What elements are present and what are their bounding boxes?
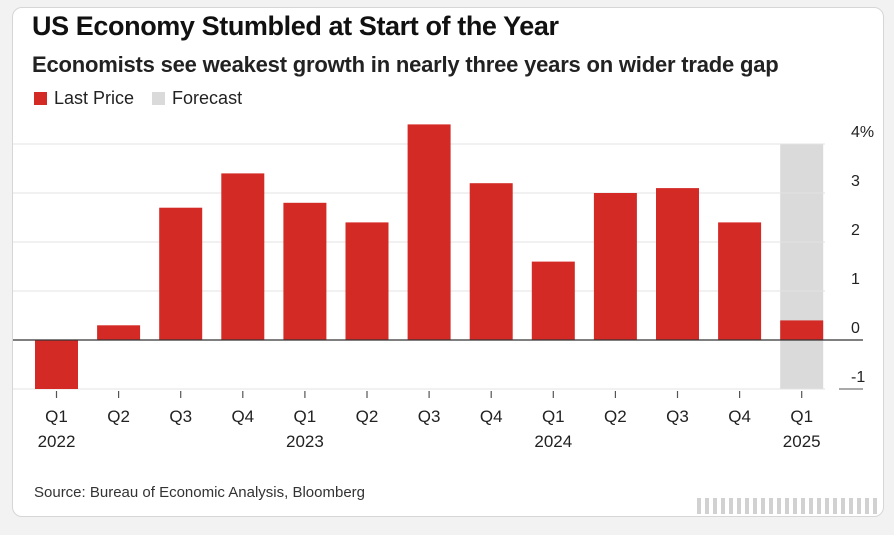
bar xyxy=(283,202,327,340)
x-tick-label: Q4 xyxy=(480,407,503,426)
x-tick-label: Q2 xyxy=(356,407,379,426)
x-tick-label: Q2 xyxy=(604,407,627,426)
x-year-label: 2022 xyxy=(38,432,76,451)
bar xyxy=(221,173,265,340)
x-tick-label: Q4 xyxy=(231,407,254,426)
y-tick-label: 2 xyxy=(851,222,860,239)
chart-legend: Last Price Forecast xyxy=(34,88,260,109)
x-tick-label: Q1 xyxy=(542,407,565,426)
x-tick-label: Q1 xyxy=(294,407,317,426)
bar xyxy=(718,222,762,340)
bar xyxy=(780,320,824,340)
bar xyxy=(656,188,699,340)
x-tick-label: Q1 xyxy=(45,407,68,426)
source-note: Source: Bureau of Economic Analysis, Blo… xyxy=(34,484,366,501)
x-tick-label: Q3 xyxy=(418,407,441,426)
legend-label-forecast: Forecast xyxy=(172,88,243,108)
y-tick-label: 0 xyxy=(851,320,860,337)
x-year-label: 2025 xyxy=(783,432,821,451)
x-tick-label: Q4 xyxy=(728,407,751,426)
x-tick-label: Q3 xyxy=(666,407,689,426)
legend-swatch-forecast xyxy=(152,92,166,105)
chart-card: US Economy Stumbled at Start of the Year… xyxy=(12,7,884,517)
bar xyxy=(345,222,389,340)
y-tick-label: 1 xyxy=(851,271,860,288)
watermark xyxy=(697,498,877,514)
bar xyxy=(469,183,513,340)
x-year-label: 2024 xyxy=(534,432,572,451)
y-tick-label: -1 xyxy=(851,369,865,386)
bar xyxy=(159,207,203,340)
legend-item-last-price: Last Price xyxy=(34,88,134,109)
bar xyxy=(593,193,637,340)
legend-swatch-last-price xyxy=(34,92,47,105)
x-year-label: 2023 xyxy=(286,432,324,451)
chart-subtitle: Economists see weakest growth in nearly … xyxy=(32,52,779,77)
legend-item-forecast: Forecast xyxy=(152,88,242,109)
forecast-band xyxy=(780,144,824,389)
bar-chart: -1 0 1 2 3 4% Q1 Q2 Q3 Q4 Q1 Q2 Q3 Q4 Q1 Q2 Q3 Q4 Q1 2022 20… xyxy=(13,124,874,451)
y-tick-label: 4% xyxy=(851,124,874,141)
chart-title: US Economy Stumbled at Start of the Year xyxy=(32,11,559,41)
bar xyxy=(35,340,78,389)
bar xyxy=(407,124,451,341)
x-tick-label: Q1 xyxy=(790,407,813,426)
y-tick-label: 3 xyxy=(851,173,860,190)
legend-label-last-price: Last Price xyxy=(54,88,135,108)
x-tick-label: Q2 xyxy=(107,407,130,426)
bar xyxy=(531,261,575,340)
bar xyxy=(97,325,141,340)
x-tick-label: Q3 xyxy=(169,407,192,426)
